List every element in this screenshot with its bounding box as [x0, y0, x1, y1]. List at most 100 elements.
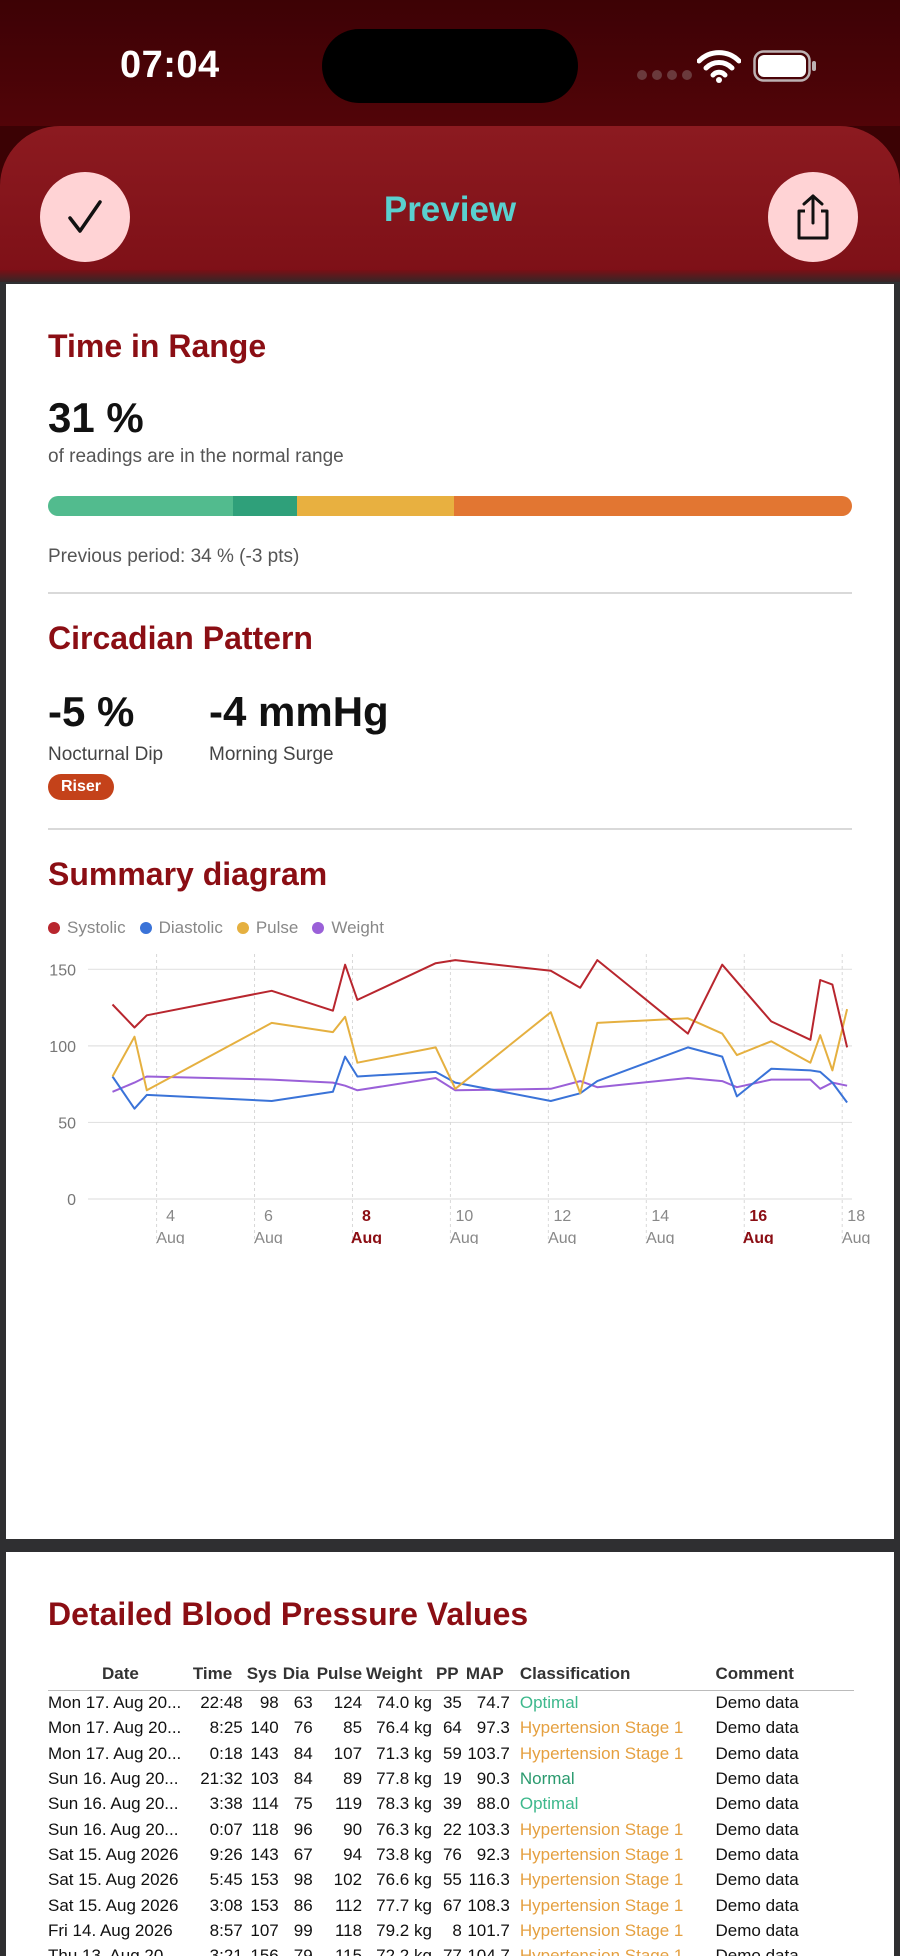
x-tick-sublabel: Aug [842, 1230, 870, 1244]
table-row: Sat 15. Aug 2026 5:45 153 98 102 76.6 kg 55 116… [48, 1868, 854, 1893]
cell-weight: 77.7 kg [376, 1895, 432, 1915]
cell-sys: 153 [250, 1895, 279, 1915]
time-in-range-title: Time in Range [48, 328, 267, 364]
cell-time: 3:21 [209, 1946, 243, 1956]
dynamic-island [322, 29, 578, 103]
table-row: Sun 16. Aug 20... 3:38 114 75 119 78.3 kg 39 88… [48, 1792, 854, 1817]
cell-date: Sat 15. Aug 2026 [48, 1895, 179, 1915]
cell-comment: Demo data [715, 1743, 799, 1763]
x-tick-sublabel: Aug [156, 1230, 184, 1244]
column-header-pp[interactable]: PP [435, 1664, 466, 1691]
report-page-1: Time in Range 31 % of readings are in th… [6, 284, 894, 1539]
cell-pulse: 124 [333, 1693, 363, 1713]
cell-comment: Demo data [715, 1718, 799, 1738]
table-row: Sun 16. Aug 20... 0:07 118 96 90 76.3 kg 22 103… [48, 1817, 854, 1842]
cell-comment: Demo data [715, 1895, 799, 1915]
table-body: Mon 17. Aug 20... 22:48 98 63 124 74.0 kg 35 74… [48, 1691, 854, 1956]
cell-sys: 107 [250, 1920, 279, 1940]
cell-dia: 76 [293, 1718, 313, 1738]
cell-classification: Hypertension Stage 1 [519, 1870, 684, 1890]
share-icon [797, 194, 829, 240]
x-tick-sublabel: Aug [548, 1230, 576, 1244]
cell-pulse: 118 [334, 1920, 363, 1940]
cell-pulse: 112 [334, 1895, 363, 1915]
cell-map: 103.3 [467, 1819, 510, 1839]
pattern-badge: Riser [48, 774, 115, 800]
x-tick-sublabel: Aug [351, 1230, 382, 1244]
y-tick-label: 100 [49, 1039, 76, 1056]
cell-comment: Demo data [715, 1920, 799, 1940]
circadian-title: Circadian Pattern [48, 620, 313, 656]
cell-classification: Hypertension Stage 1 [519, 1844, 684, 1864]
y-tick-label: 150 [49, 962, 76, 979]
cell-map: 88.0 [476, 1794, 510, 1814]
column-header-dia[interactable]: Dia [282, 1664, 317, 1691]
status-bar: 07:04 [0, 0, 900, 126]
cell-time: 8:25 [209, 1718, 243, 1738]
cell-map: 108.3 [467, 1895, 510, 1915]
nav-title: Preview [383, 190, 517, 229]
cell-date: Fri 14. Aug 2026 [48, 1920, 173, 1940]
previous-period-text: Previous period: 34 % (-3 pts) [48, 546, 300, 567]
cell-sys: 153 [250, 1870, 279, 1890]
legend-item-pulse: Pulse [236, 918, 298, 938]
cell-pulse: 115 [334, 1946, 363, 1956]
chart-legend: Systolic Diastolic Pulse Weight [48, 918, 384, 938]
cellular-signal-icon [637, 70, 692, 80]
cell-dia: 99 [293, 1920, 313, 1940]
checkmark-icon [68, 200, 102, 233]
cell-map: 101.7 [467, 1920, 510, 1940]
column-header-sys[interactable]: Sys [246, 1664, 283, 1691]
cell-time: 5:45 [209, 1870, 243, 1890]
series-line-diastolic [111, 1046, 848, 1110]
cell-dia: 63 [293, 1693, 313, 1713]
column-header-weight[interactable]: Weight [366, 1664, 436, 1691]
range-segment-hypertension [453, 496, 852, 516]
cell-map: 74.7 [476, 1693, 510, 1713]
cell-map: 90.3 [476, 1769, 510, 1789]
x-tick-label: 18 [847, 1208, 865, 1225]
cell-time: 3:38 [209, 1794, 243, 1814]
cell-classification: Optimal [519, 1693, 579, 1713]
table-row: Mon 17. Aug 20... 8:25 140 76 85 76.4 kg 64 97.… [48, 1716, 854, 1741]
status-time: 07:04 [120, 44, 220, 86]
cell-date: Mon 17. Aug 20... [48, 1743, 182, 1763]
cell-comment: Demo data [715, 1819, 799, 1839]
preview-scroll-area[interactable]: Time in Range 31 % of readings are in th… [0, 282, 900, 1956]
cell-pp: 76 [442, 1844, 462, 1864]
cell-pp: 35 [442, 1693, 462, 1713]
cell-classification: Normal [519, 1769, 575, 1789]
x-tick-sublabel: Aug [743, 1230, 774, 1244]
cell-map: 103.7 [467, 1743, 510, 1763]
cell-pp: 22 [442, 1819, 462, 1839]
cell-sys: 140 [250, 1718, 279, 1738]
cell-sys: 98 [259, 1693, 279, 1713]
table-row: Sat 15. Aug 2026 9:26 143 67 94 73.8 kg 76 92.3… [48, 1842, 854, 1867]
column-header-map[interactable]: MAP [465, 1664, 516, 1691]
cell-classification: Optimal [519, 1794, 579, 1814]
nocturnal-dip-value: -5 % [48, 688, 135, 735]
cell-comment: Demo data [715, 1769, 799, 1789]
cell-map: 92.3 [476, 1844, 510, 1864]
time-in-range-value: 31 % [48, 394, 144, 441]
nocturnal-dip-label: Nocturnal Dip [48, 744, 164, 765]
share-button[interactable] [768, 172, 858, 262]
wifi-icon [697, 50, 741, 83]
cell-pp: 8 [452, 1920, 462, 1940]
cell-map: 104.7 [467, 1946, 510, 1956]
column-header-time[interactable]: Time [192, 1664, 247, 1691]
cell-sys: 143 [250, 1844, 279, 1864]
cell-dia: 96 [293, 1819, 313, 1839]
column-header-pulse[interactable]: Pulse [316, 1664, 367, 1691]
cell-date: Mon 17. Aug 20... [48, 1693, 182, 1713]
morning-surge-value: -4 mmHg [209, 688, 389, 735]
column-header-date[interactable]: Date [48, 1664, 193, 1691]
cell-comment: Demo data [715, 1844, 799, 1864]
cell-weight: 79.2 kg [376, 1920, 432, 1940]
column-header-classification[interactable]: Classification [515, 1664, 716, 1691]
done-button[interactable] [40, 172, 130, 262]
cell-time: 0:18 [209, 1743, 243, 1763]
bp-values-table: Date Time Sys Dia Pulse Weight PP MAP Classifica… [48, 1664, 854, 1956]
table-row: Sat 15. Aug 2026 3:08 153 86 112 77.7 kg 67 108… [48, 1893, 854, 1918]
column-header-comment[interactable]: Comment [715, 1664, 854, 1691]
